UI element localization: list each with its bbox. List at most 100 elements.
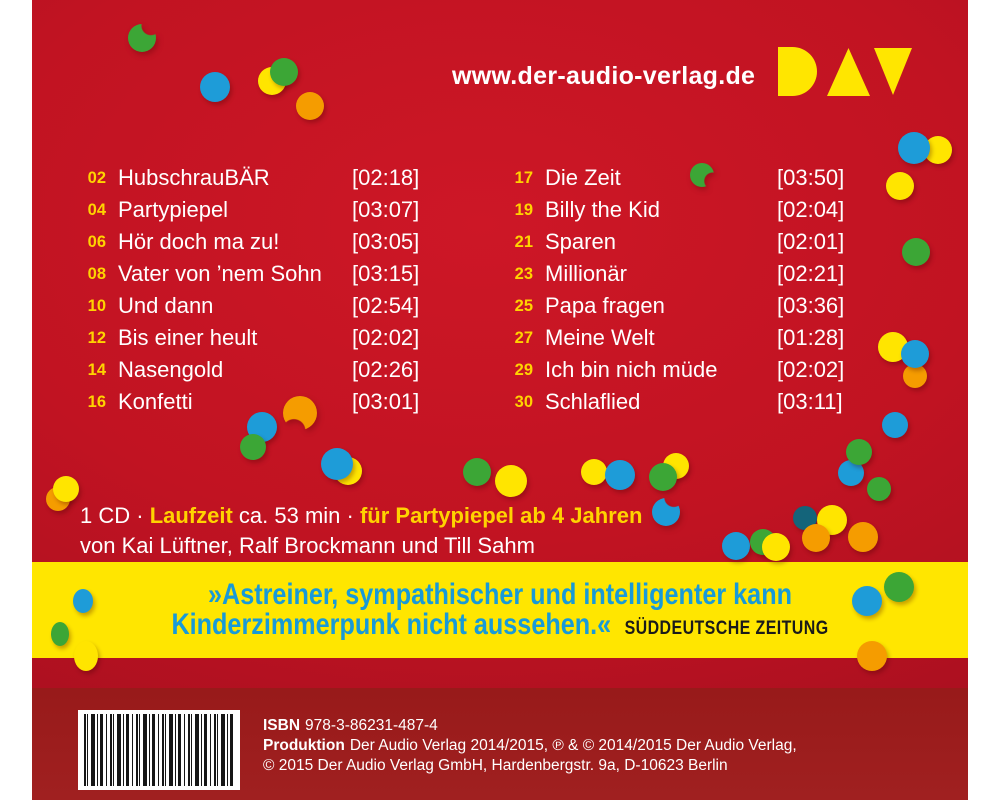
track-title: Millionär [545, 261, 627, 286]
track-title: Sparen [545, 229, 616, 254]
track-title: Partypiepel [118, 197, 229, 222]
info-duration: ca. 53 min · [232, 503, 360, 528]
logo-letter-a-icon [827, 48, 870, 96]
track-duration: [03:11] [777, 389, 843, 414]
info-cd-count: 1 CD · [80, 503, 150, 528]
confetti-dot [663, 453, 689, 479]
track-duration: [02:04] [777, 197, 845, 222]
confetti-dot [750, 529, 776, 555]
track-title: Papa fragen [545, 293, 665, 318]
confetti-dot [802, 524, 830, 552]
confetti-dot [321, 448, 353, 480]
track-row: 23 Millionär [02:21] [505, 258, 925, 290]
track-row: 02 HubschrauBÄR [02:18] [78, 162, 498, 194]
barcode [78, 710, 240, 790]
info-age-recommendation: für Partypiepel ab 4 Jahren [359, 503, 643, 528]
confetti-dot [581, 459, 607, 485]
track-title: Nasengold [118, 357, 224, 382]
track-title: Schlaflied [545, 389, 641, 414]
track-title: Billy the Kid [545, 197, 660, 222]
track-title: Vater von ’nem Sohn [118, 261, 322, 286]
confetti-dot [793, 506, 817, 530]
confetti-dot [258, 67, 286, 95]
confetti-dot [240, 434, 266, 460]
track-number: 30 [514, 392, 533, 411]
confetti-dot [495, 465, 527, 497]
track-number: 10 [87, 296, 106, 315]
isbn-line: ISBN 978-3-86231-487-4 [263, 716, 797, 736]
track-row: 04 Partypiepel [03:07] [78, 194, 498, 226]
cd-back-cover: »Astreiner, sympathischer und intelligen… [32, 0, 968, 800]
confetti-dot [762, 533, 790, 561]
tracklist-right: 17 Die Zeit [03:50] 19 Billy the Kid [02:04] 2… [505, 162, 925, 418]
confetti-dot [296, 92, 324, 120]
track-row: 16 Konfetti [03:01] [78, 386, 498, 418]
logo-letter-d-icon [778, 47, 817, 96]
authors-line: von Kai Lüftner, Ralf Brockmann und Till… [80, 533, 535, 558]
confetti-dot [817, 505, 847, 535]
production-text: Der Audio Verlag 2014/2015, ℗ & © 2014/2… [349, 737, 797, 754]
confetti-dot [53, 476, 79, 502]
track-row: 12 Bis einer heult [02:02] [78, 322, 498, 354]
track-number: 17 [514, 168, 533, 187]
track-title: HubschrauBÄR [118, 165, 270, 190]
confetti-dot [46, 487, 70, 511]
track-duration: [02:18] [352, 165, 420, 190]
isbn-number: 978-3-86231-487-4 [305, 717, 438, 734]
track-number: 14 [87, 360, 106, 379]
track-number: 21 [514, 232, 533, 251]
track-duration: [03:07] [352, 197, 420, 222]
track-number: 02 [87, 168, 106, 187]
track-duration: [02:01] [777, 229, 845, 254]
track-row: 30 Schlaflied [03:11] [505, 386, 925, 418]
barcode-bars-icon [84, 714, 234, 786]
production-line: Produktion Der Audio Verlag 2014/2015, ℗ … [263, 736, 797, 756]
track-number: 12 [87, 328, 106, 347]
track-number: 06 [87, 232, 106, 251]
confetti-dot [649, 463, 677, 491]
track-number: 25 [514, 296, 533, 315]
confetti-dot [200, 72, 230, 102]
track-title: Ich bin nich müde [545, 357, 718, 382]
track-title: Meine Welt [545, 325, 655, 350]
quote-line-2-text: Kinderzimmerpunk nicht aussehen.« [171, 608, 612, 641]
track-duration: [02:26] [352, 357, 420, 382]
track-title: Die Zeit [545, 165, 621, 190]
logo-letter-v-icon [874, 48, 912, 95]
confetti-dot [652, 498, 680, 526]
track-duration: [02:02] [352, 325, 420, 350]
info-line-1: 1 CD · Laufzeit ca. 53 min · für Partypi… [80, 503, 642, 529]
legal-text: ISBN 978-3-86231-487-4 Produktion Der Audi… [263, 716, 797, 776]
confetti-dot [867, 477, 891, 501]
info-laufzeit-label: Laufzeit [149, 503, 233, 528]
confetti-dot [924, 136, 952, 164]
track-number: 08 [87, 264, 106, 283]
track-row: 14 Nasengold [02:26] [78, 354, 498, 386]
isbn-label: ISBN [263, 717, 301, 734]
confetti-dot [838, 460, 864, 486]
track-number: 23 [514, 264, 533, 283]
confetti-dot [334, 457, 362, 485]
track-duration: [03:50] [777, 165, 845, 190]
track-number: 04 [87, 200, 106, 219]
confetti-dot [270, 58, 298, 86]
confetti-dot [463, 458, 491, 486]
track-title: Konfetti [118, 389, 193, 414]
track-number: 27 [514, 328, 533, 347]
track-title: Bis einer heult [118, 325, 258, 350]
quote-source: SÜDDEUTSCHE ZEITUNG [624, 618, 829, 639]
track-number: 19 [514, 200, 533, 219]
track-duration: [01:28] [777, 325, 845, 350]
press-quote-banner: »Astreiner, sympathischer und intelligen… [32, 562, 968, 658]
track-row: 17 Die Zeit [03:50] [505, 162, 925, 194]
track-row: 08 Vater von ’nem Sohn [03:15] [78, 258, 498, 290]
confetti-dot [898, 132, 930, 164]
track-duration: [02:54] [352, 293, 420, 318]
confetti-dot [128, 24, 156, 52]
track-row: 29 Ich bin nich müde [02:02] [505, 354, 925, 386]
track-duration: [03:15] [352, 261, 420, 286]
track-number: 29 [514, 360, 533, 379]
dav-logo [778, 47, 918, 97]
tracklist-left: 02 HubschrauBÄR [02:18] 04 Partypiepel [03:07… [78, 162, 498, 418]
track-row: 06 Hör doch ma zu! [03:05] [78, 226, 498, 258]
